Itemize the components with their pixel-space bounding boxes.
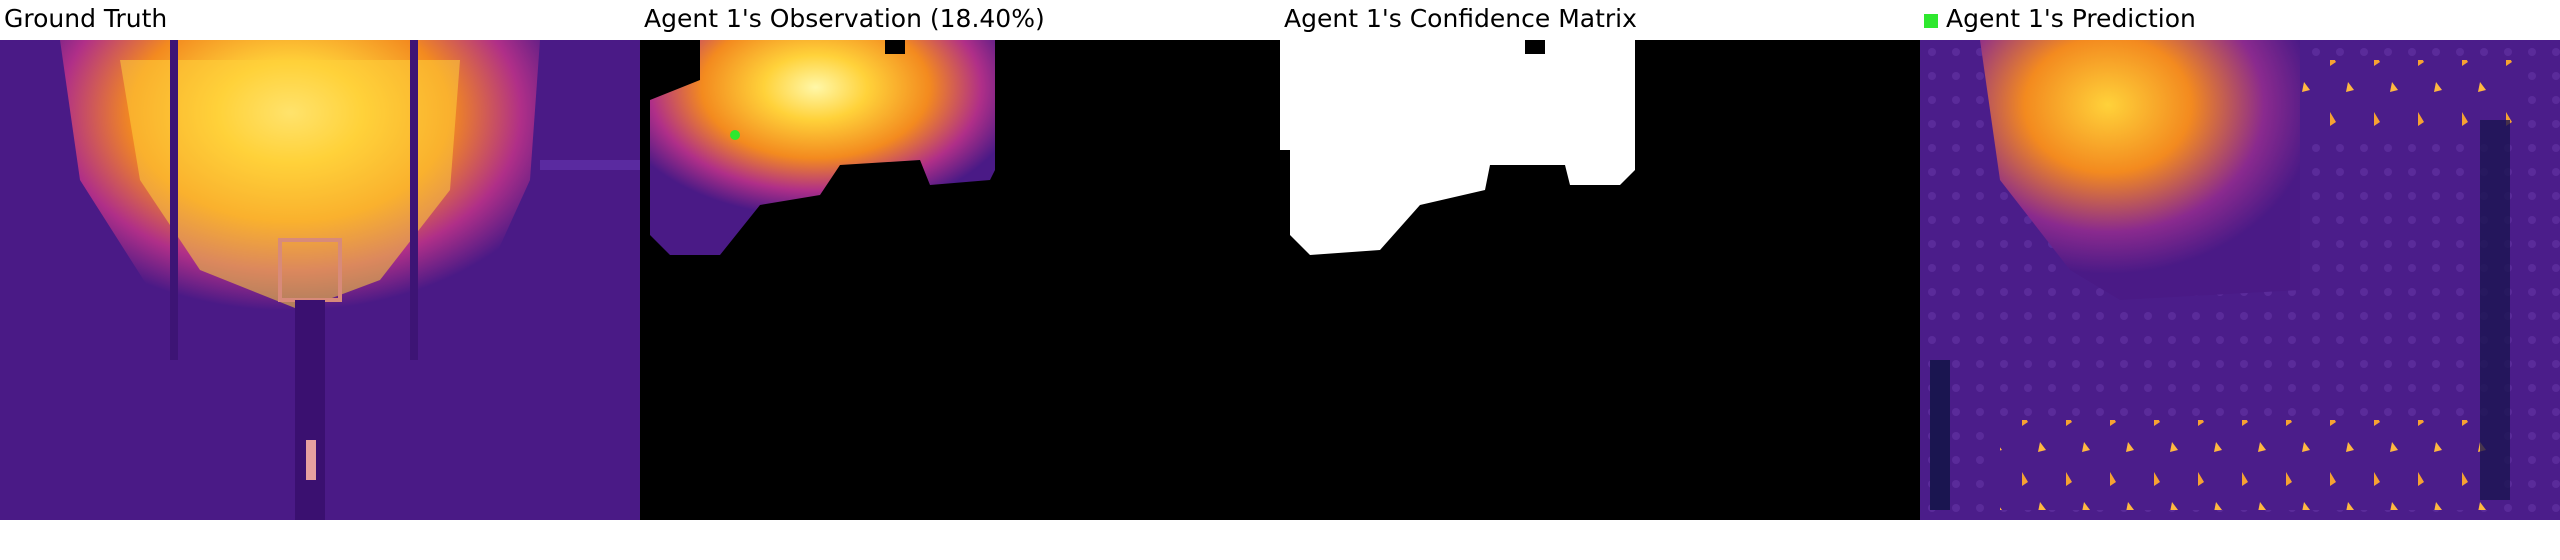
confidence-matrix-image (1280, 40, 1920, 520)
observation-image (640, 40, 1280, 520)
observation-title: Agent 1's Observation (18.40%) (644, 4, 1045, 33)
prediction-title: Agent 1's Prediction (1924, 2, 2196, 36)
agent-marker (730, 130, 740, 140)
agent-legend-swatch (1924, 14, 1938, 28)
confidence-title: Agent 1's Confidence Matrix (1284, 4, 1637, 33)
ground-truth-image (0, 40, 640, 520)
prediction-title-label: Agent 1's Prediction (1946, 4, 2196, 33)
prediction-image (1920, 40, 2560, 520)
ground-truth-title: Ground Truth (4, 4, 168, 33)
